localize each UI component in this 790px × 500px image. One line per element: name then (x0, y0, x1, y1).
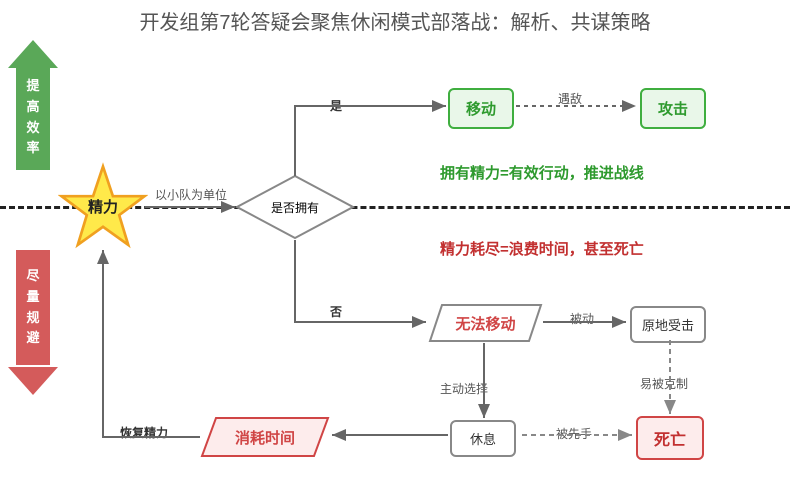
label-passive: 被动 (570, 310, 594, 327)
annotation-green: 拥有精力=有效行动，推进战线 (440, 162, 644, 183)
node-defend: 原地受击 (630, 306, 706, 343)
star-node: 精力 (58, 162, 148, 252)
death-label: 死亡 (654, 426, 686, 450)
label-active: 主动选择 (440, 380, 488, 397)
label-enemy: 遇敌 (558, 90, 582, 107)
label-recover: 恢复精力 (120, 424, 168, 441)
annotation-red: 精力耗尽=浪费时间，甚至死亡 (440, 238, 644, 259)
page-title: 开发组第7轮答疑会聚焦休闲模式部落战：解析、共谋策略 (0, 6, 790, 35)
arrow-down-head (8, 367, 58, 395)
star-label: 精力 (58, 196, 148, 217)
label-counter: 易被克制 (640, 375, 688, 392)
sidebar-down-arrow: 尽 量 规 避 (16, 250, 50, 395)
rest-label: 休息 (470, 429, 496, 448)
sidebar-down-label: 尽 量 规 避 (26, 266, 39, 349)
node-attack-label: 攻击 (658, 98, 688, 119)
sidebar-up-arrow: 提 高 效 率 (16, 40, 50, 170)
label-no: 否 (330, 303, 342, 320)
arrow-up-head (8, 40, 58, 68)
node-cant-move: 无法移动 (428, 303, 543, 343)
label-yes: 是 (330, 97, 342, 114)
label-preempt: 被先手 (556, 425, 592, 442)
consume-label: 消耗时间 (200, 416, 330, 458)
diamond-label: 是否拥有 (235, 174, 355, 240)
node-rest: 休息 (450, 420, 516, 457)
node-move: 移动 (448, 88, 514, 129)
sidebar-up-label: 提 高 效 率 (26, 76, 39, 159)
defend-label: 原地受击 (642, 315, 694, 334)
decision-diamond: 是否拥有 (235, 174, 355, 240)
label-unit: 以小队为单位 (155, 186, 227, 203)
arrow-up-body: 提 高 效 率 (16, 65, 50, 170)
node-attack: 攻击 (640, 88, 706, 129)
node-death: 死亡 (636, 416, 704, 460)
cant-move-label: 无法移动 (428, 303, 543, 343)
node-consume: 消耗时间 (200, 416, 330, 458)
arrow-down-body: 尽 量 规 避 (16, 250, 50, 365)
node-move-label: 移动 (466, 98, 496, 119)
